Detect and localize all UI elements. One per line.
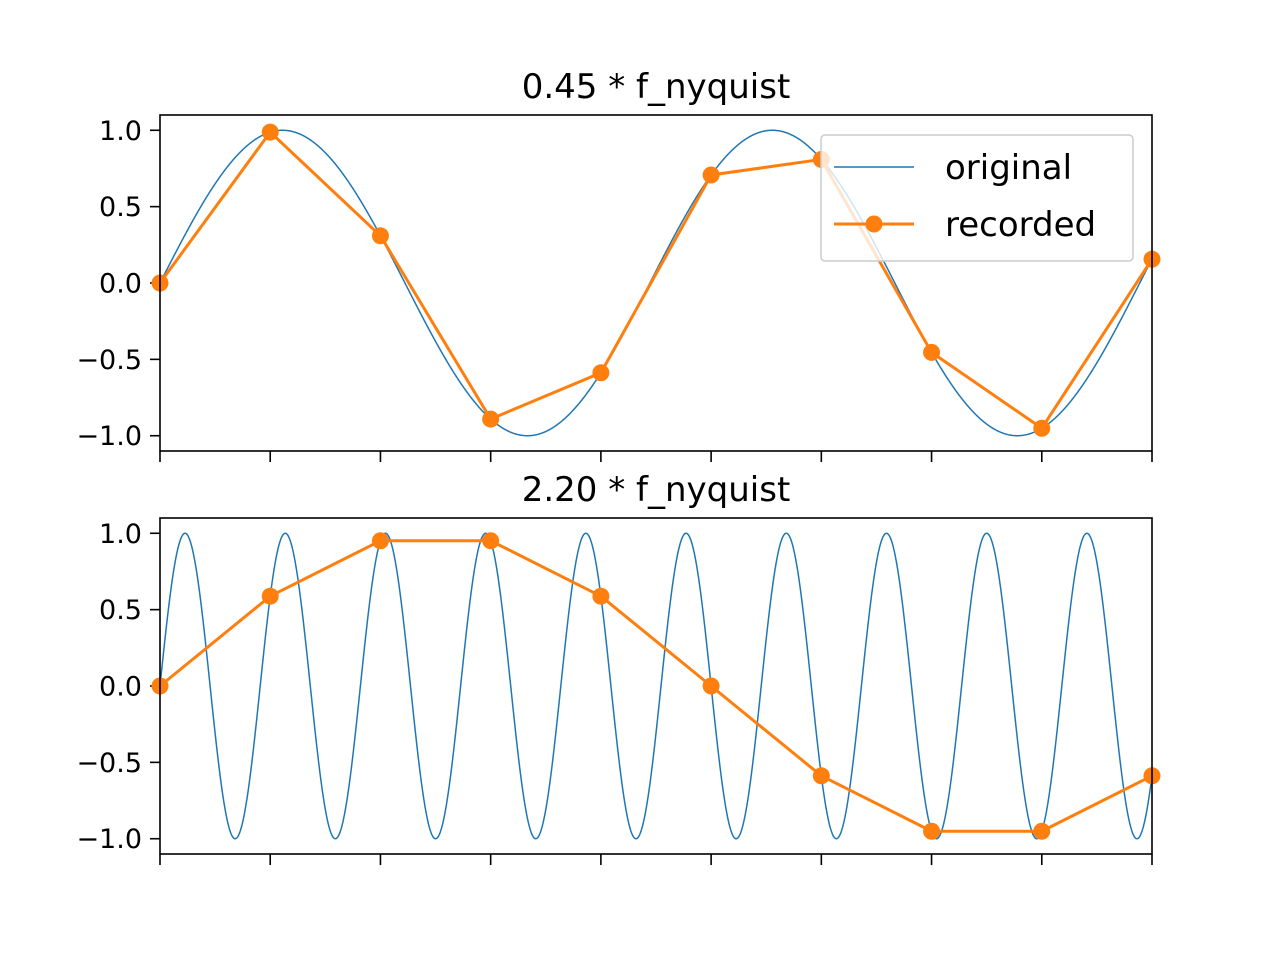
legend: original recorded [820,134,1134,262]
series-recorded-point [371,227,389,245]
series-recorded-point [702,166,720,184]
y-tick-label: −1.0 [76,824,142,855]
legend-recorded-label: recorded [945,205,1096,245]
legend-original-label: original [945,148,1072,188]
y-tick-label: 0.5 [99,192,142,223]
y-tick-label: 0.0 [99,672,142,703]
chart-title: 2.20 * f_nyquist [522,470,791,510]
series-recorded-point [1033,419,1051,437]
series-recorded-point [261,123,279,141]
bottom-subplot: 2.20 * f_nyquist 1.0 0.5 0.0 −0.5 −1.0 [76,470,1161,865]
series-recorded-point [482,532,500,550]
y-tick-label: −0.5 [76,345,142,376]
series-original-line [160,532,1152,840]
axes-frame [159,517,1153,855]
series-recorded-line [159,539,1153,833]
y-tick-label: −0.5 [76,748,142,779]
y-tick-label: 0.0 [99,269,142,300]
series-recorded-point [482,410,500,428]
y-tick-label: 1.0 [99,519,142,550]
series-recorded-point [1033,822,1051,840]
legend-recorded-marker [865,215,883,233]
series-recorded-point [592,364,610,382]
series-recorded-point [923,822,941,840]
series-recorded-point [261,587,279,605]
series-recorded-point [371,532,389,550]
y-tick-label: 0.5 [99,595,142,626]
series-recorded-point [923,343,941,361]
series-recorded-line [158,130,1154,430]
series-recorded-point [812,767,830,785]
top-subplot: 0.45 * f_nyquist 1.0 0.5 0.0 −0.5 −1.0 origina… [76,67,1161,462]
y-tick-label: 1.0 [99,116,142,147]
series-recorded-point [702,677,720,695]
series-recorded-point [592,587,610,605]
axes-frame [159,114,1153,452]
y-tick-label: −1.0 [76,421,142,452]
chart-title: 0.45 * f_nyquist [522,67,791,107]
